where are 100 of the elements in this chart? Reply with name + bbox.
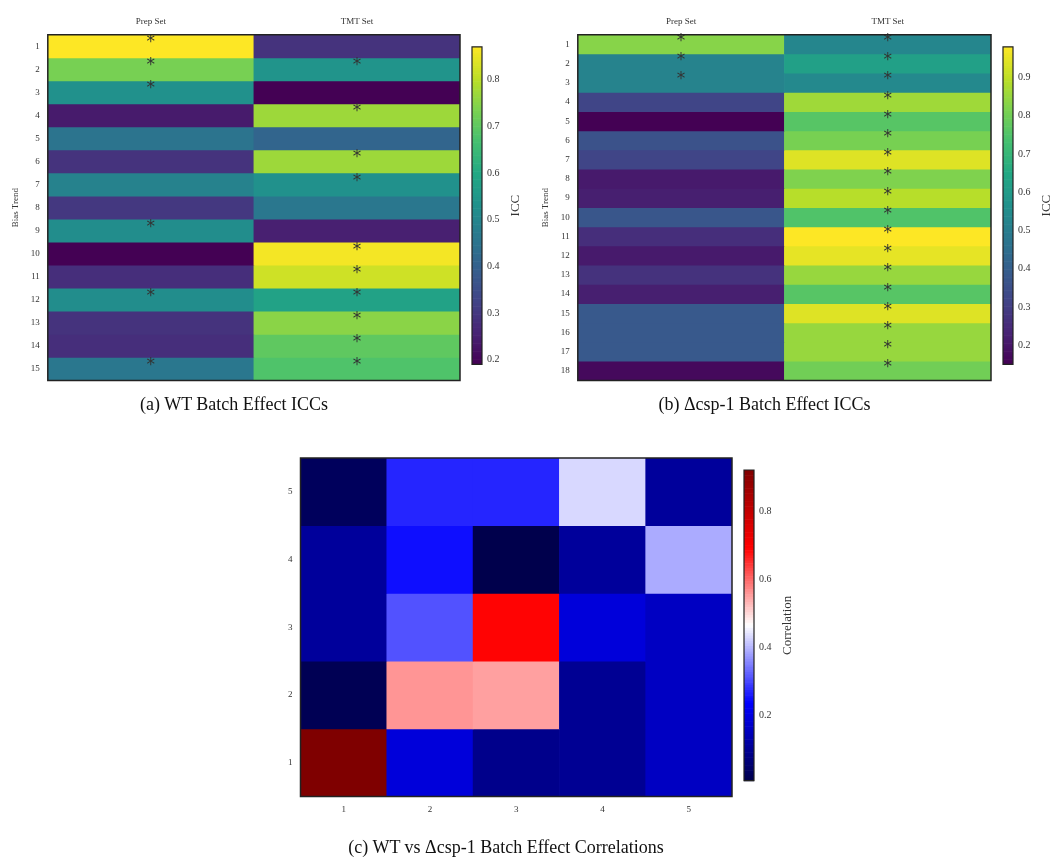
data-label: * <box>352 261 362 282</box>
y-tick-label: 11 <box>561 230 570 241</box>
y-tick-label: 13 <box>30 317 41 328</box>
data-label: * <box>676 68 686 89</box>
color-bar-label: 0.6 <box>1018 185 1031 197</box>
data-label: * <box>883 356 892 377</box>
y-tick-label: 5 <box>565 115 571 126</box>
data-label: * <box>146 54 156 75</box>
y-tick-label: 5 <box>288 486 293 497</box>
data-label: * <box>352 100 362 121</box>
data-label: * <box>676 49 686 70</box>
data-label: * <box>352 146 362 167</box>
y-tick-label: 4 <box>288 553 293 564</box>
x-tick-label: TMT Set <box>340 15 374 26</box>
y-tick-label: 3 <box>35 86 41 97</box>
x-tick-label: 1 <box>341 804 346 815</box>
color-bar-label: 0.8 <box>759 504 772 516</box>
y-tick-label: 1 <box>288 757 293 768</box>
data-label: * <box>146 31 156 52</box>
color-bar-label: 0.4 <box>487 259 500 271</box>
y-tick-label: 4 <box>35 109 41 120</box>
color-bar-label: 0.2 <box>759 709 772 721</box>
y-tick-label: 3 <box>288 621 293 632</box>
data-label: * <box>883 317 892 338</box>
data-label: * <box>883 279 892 300</box>
data-label: * <box>883 68 892 89</box>
x-tick-label: Prep Set <box>135 15 167 26</box>
y-tick-label: 1 <box>565 38 570 49</box>
color-bar-label: 0.3 <box>487 306 500 318</box>
data-label: * <box>883 49 892 70</box>
color-bar-label: 0.2 <box>487 353 500 365</box>
y-tick-label: 8 <box>35 201 41 212</box>
text: (a) WT Batch Effect ICCs <box>140 393 328 415</box>
y-axis-title: Bias Trend <box>539 187 550 228</box>
data-label: * <box>883 125 892 146</box>
data-label: * <box>146 77 156 98</box>
y-tick-label: 9 <box>35 225 41 235</box>
y-tick-label: 10 <box>560 211 571 222</box>
color-bar-label: 0.8 <box>1018 109 1031 121</box>
color-bar-label: 0.3 <box>1018 300 1031 312</box>
x-tick-label: 2 <box>427 804 433 815</box>
y-tick-label: 12 <box>560 249 570 260</box>
data-label: * <box>352 169 362 190</box>
color-bar-label: 0.5 <box>487 213 500 225</box>
y-tick-label: 14 <box>30 340 41 351</box>
data-label: * <box>146 284 156 305</box>
data-label: * <box>883 145 892 166</box>
data-label: * <box>352 353 362 374</box>
data-label: * <box>883 106 892 127</box>
y-tick-label: 4 <box>565 96 571 107</box>
data-label: * <box>146 215 156 236</box>
color-bar-label: 0.4 <box>759 641 772 653</box>
data-label: * <box>883 298 892 319</box>
data-label: * <box>676 29 686 50</box>
text: (c) WT vs Δcsp-1 Batch Effect Correlations <box>348 836 664 858</box>
y-tick-label: 11 <box>31 271 40 282</box>
y-tick-label: 18 <box>560 365 571 376</box>
color-bar-label: 0.6 <box>487 166 500 178</box>
data-label: * <box>146 353 156 374</box>
color-bar-label: 0.8 <box>487 73 500 85</box>
color-bar-label: 0.4 <box>1018 262 1031 274</box>
color-bar-label: 0.9 <box>1018 71 1031 83</box>
y-tick-label: 13 <box>560 269 571 280</box>
y-tick-label: 1 <box>35 40 40 51</box>
data-label: * <box>352 284 362 305</box>
color-bar-label: 0.7 <box>487 119 500 131</box>
y-tick-label: 6 <box>565 134 571 145</box>
data-label: * <box>883 337 892 358</box>
data-label: * <box>883 87 892 108</box>
color-bar-label: 0.7 <box>1018 147 1031 159</box>
data-label: * <box>883 29 892 50</box>
color-bar-label: 0.2 <box>1018 338 1031 350</box>
data-label: * <box>883 202 892 223</box>
x-tick-label: Prep Set <box>665 15 697 26</box>
data-label: * <box>883 183 892 204</box>
data-label: * <box>352 307 362 328</box>
data-label: * <box>352 54 362 75</box>
y-tick-label: 10 <box>30 248 41 259</box>
y-tick-label: 2 <box>35 63 40 74</box>
y-tick-label: 7 <box>565 153 571 164</box>
y-tick-label: 8 <box>565 173 571 184</box>
y-tick-label: 6 <box>35 155 41 166</box>
y-tick-label: 7 <box>35 178 41 189</box>
color-bar-title: ICC <box>507 194 523 217</box>
x-tick-label: 3 <box>514 804 519 815</box>
data-label: * <box>883 164 892 185</box>
data-label: * <box>883 260 892 281</box>
text: (b) Δcsp-1 Batch Effect ICCs <box>658 393 871 415</box>
y-tick-label: 17 <box>560 345 571 356</box>
x-tick-label: 4 <box>600 804 606 815</box>
color-bar-label: 0.6 <box>759 572 772 584</box>
y-tick-label: 9 <box>565 192 571 203</box>
y-tick-label: 3 <box>565 77 571 88</box>
x-tick-label: TMT Set <box>871 15 905 26</box>
y-tick-label: 15 <box>30 363 41 374</box>
data-label: * <box>883 221 892 242</box>
color-bar-title: ICC <box>1038 194 1054 217</box>
y-tick-label: 2 <box>288 689 293 700</box>
color-bar-label: 0.5 <box>1018 224 1031 236</box>
data-label: * <box>352 330 362 351</box>
